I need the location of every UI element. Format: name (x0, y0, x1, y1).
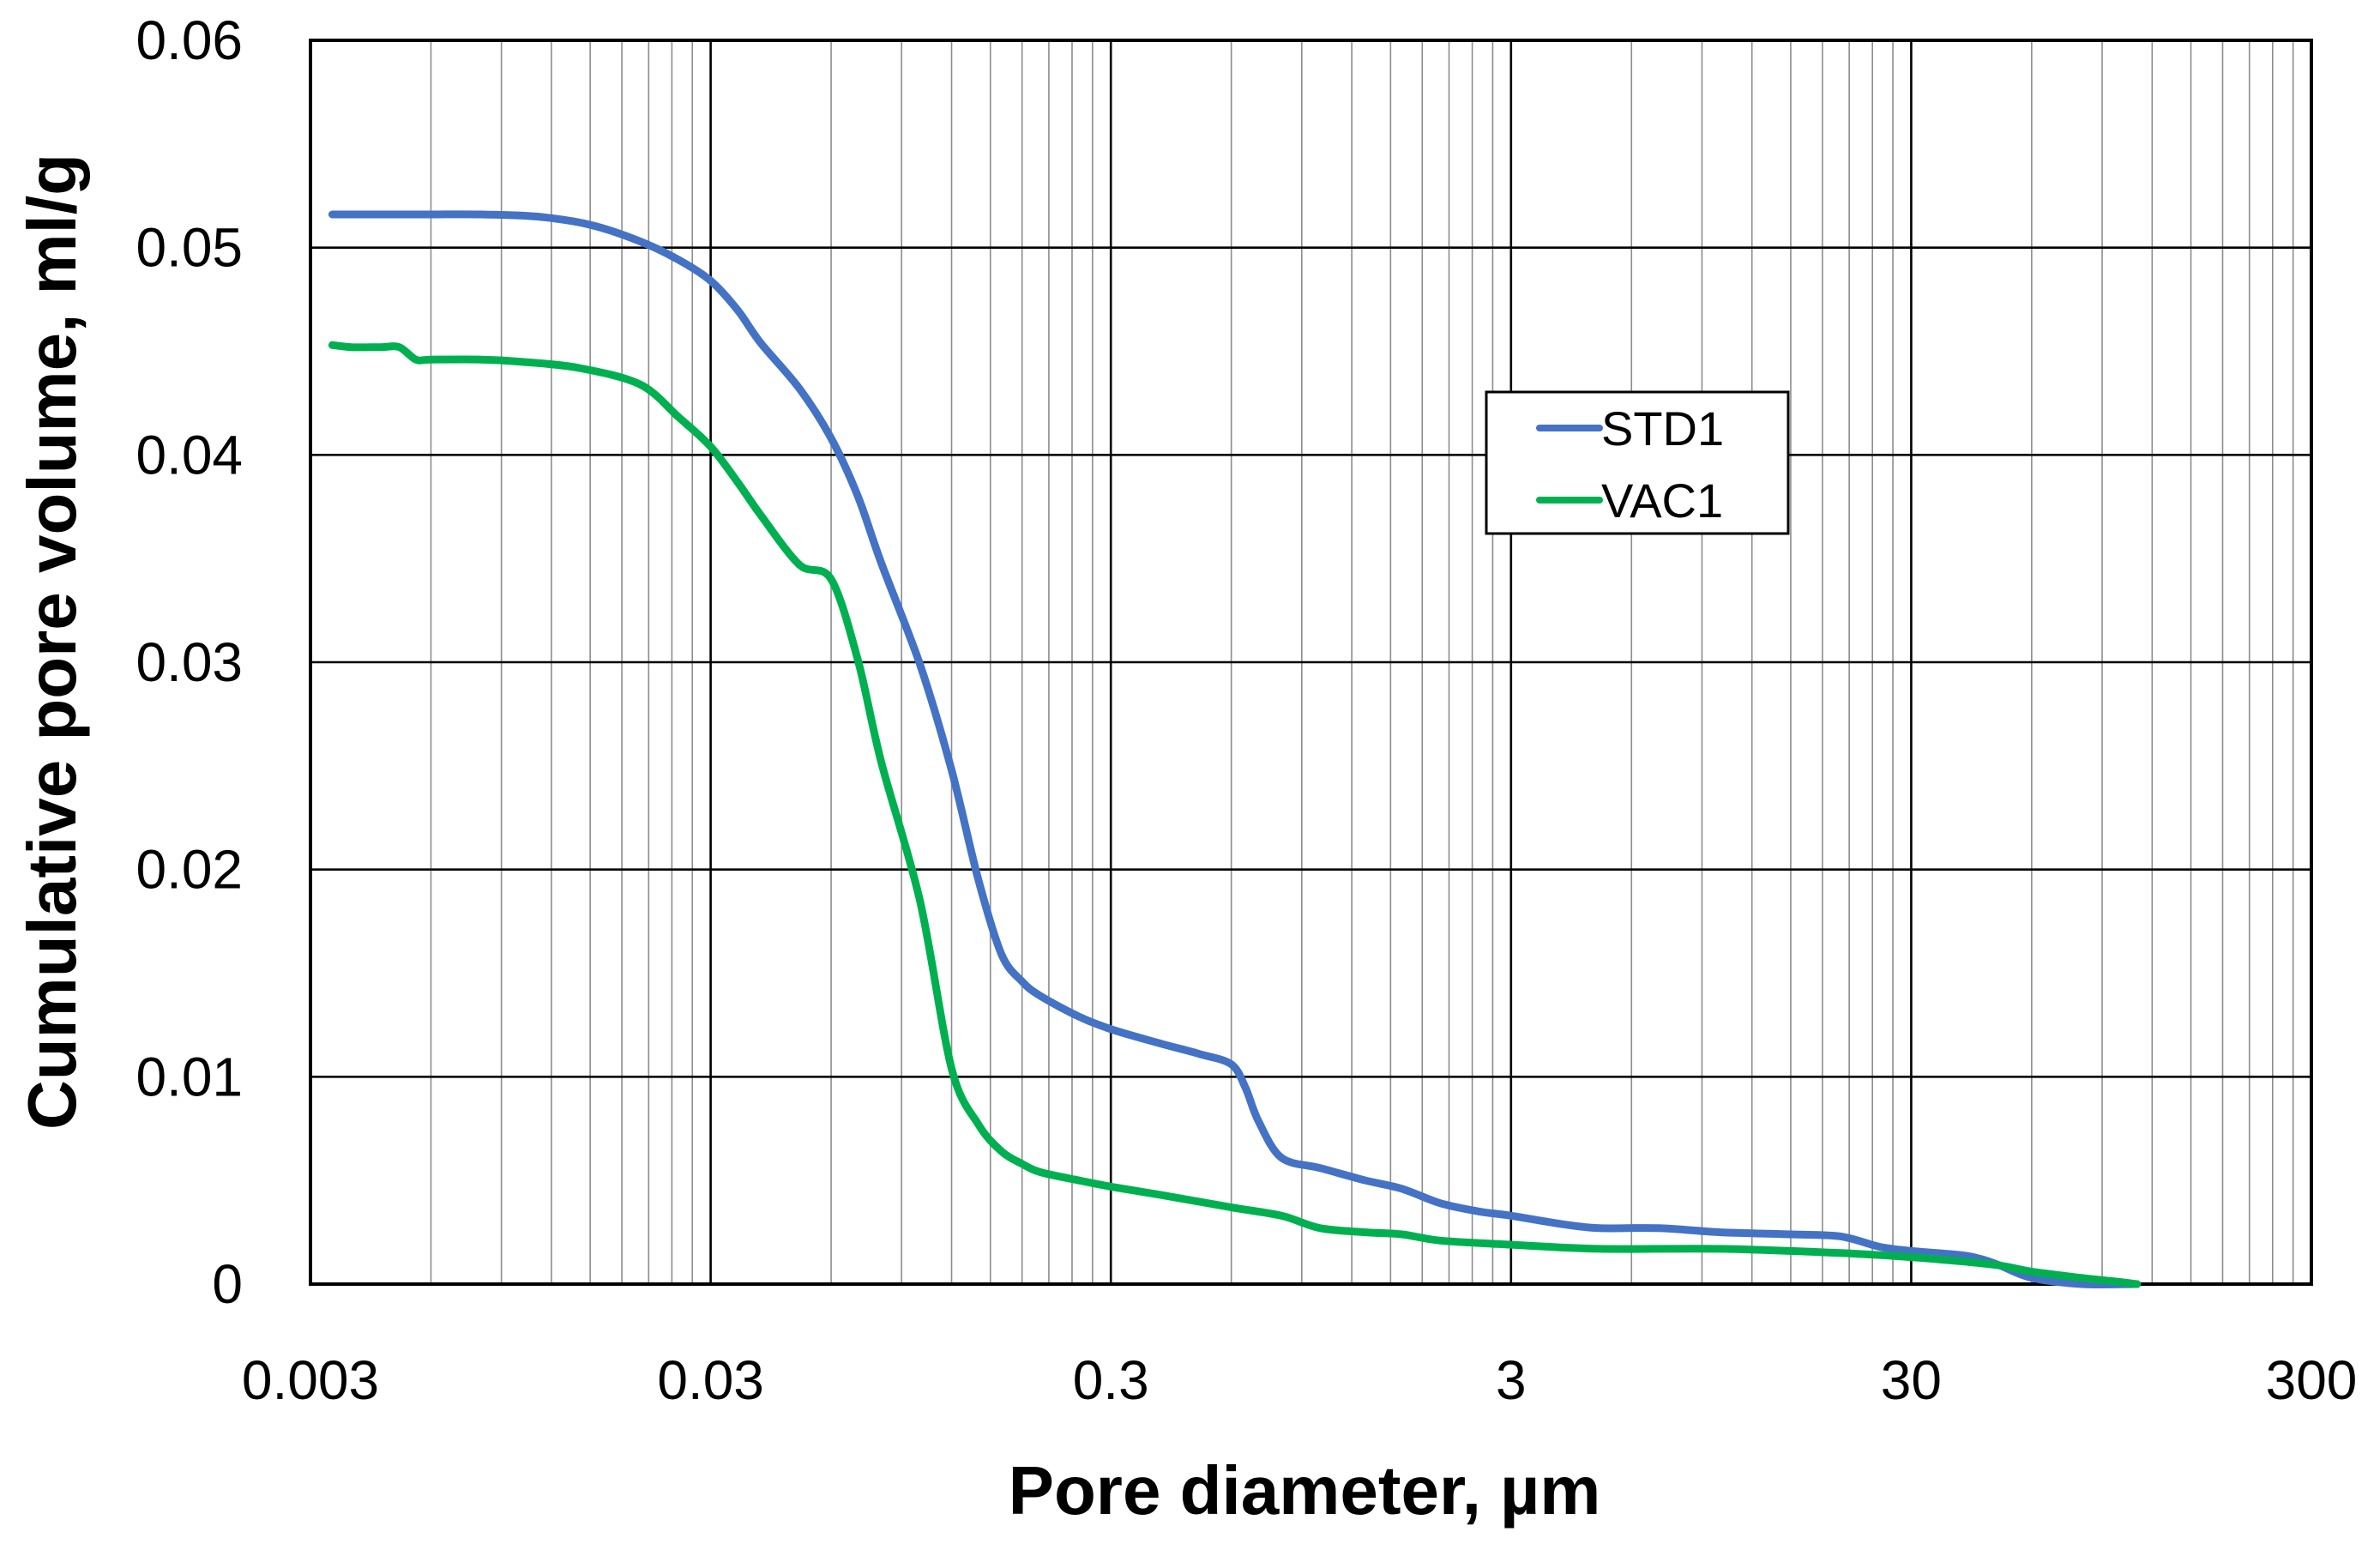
y-tick-label: 0.03 (136, 631, 243, 693)
series-layer (328, 210, 2142, 1289)
y-tick-label: 0.05 (136, 217, 243, 279)
y-tick-label: 0.02 (136, 839, 243, 901)
x-tick-label: 30 (1881, 1349, 1942, 1411)
plot-area-border (309, 39, 2313, 1286)
x-tick-label: 0.03 (657, 1349, 764, 1411)
x-axis-title: Pore diameter, µm (1009, 1452, 1601, 1529)
legend-label-vac1: VAC1 (1601, 473, 1723, 528)
x-axis-tick-labels: 0.003 0.03 0.3 3 30 300 (242, 1349, 2357, 1411)
legend[interactable]: STD1 VAC1 (1485, 390, 1790, 535)
x-tick-label: 3 (1496, 1349, 1527, 1411)
y-tick-label: 0.04 (136, 424, 243, 486)
y-tick-label: 0.06 (136, 9, 243, 71)
series-line-vac1 (328, 341, 2142, 1288)
x-tick-label: 0.003 (242, 1349, 379, 1411)
x-tick-label: 300 (2266, 1349, 2358, 1411)
y-axis-tick-labels: 0 0.01 0.02 0.03 0.04 0.05 0.06 (136, 9, 243, 1315)
x-tick-label: 0.3 (1073, 1349, 1149, 1411)
series-line-std1 (328, 210, 2142, 1289)
y-axis-title: Cumulative pore volume, ml/g (14, 154, 90, 1130)
legend-box (1485, 390, 1790, 535)
y-tick-label: 0 (212, 1253, 243, 1315)
y-tick-label: 0.01 (136, 1046, 243, 1107)
legend-label-std1: STD1 (1601, 401, 1724, 455)
